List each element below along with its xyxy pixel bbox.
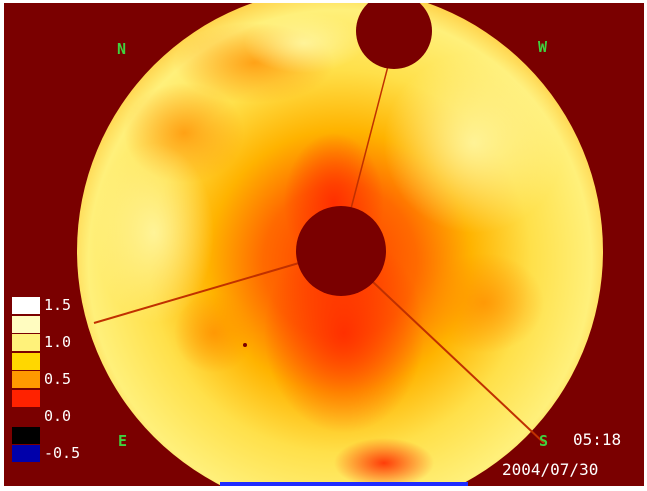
- direction-east: E: [118, 432, 128, 450]
- scale-label: 1.5: [44, 296, 72, 314]
- scale-swatch: [12, 408, 40, 425]
- scale-swatch: [12, 426, 40, 444]
- warm-patch: [334, 438, 434, 486]
- direction-south: S: [539, 432, 549, 450]
- scale-swatch: [12, 315, 40, 333]
- bright-patch: [384, 53, 564, 233]
- scale-swatch: [12, 297, 40, 314]
- dark-spot: [243, 343, 247, 347]
- scale-swatch: [12, 334, 40, 351]
- central-occulter: [296, 206, 386, 296]
- sky-camera-frame: N W E S 1.5 1.0 0.5 0.0 -0.5 05:18 2004/07/3…: [4, 3, 644, 486]
- scale-swatch: [12, 352, 40, 370]
- all-sky-image: [77, 3, 603, 486]
- bright-patch: [94, 143, 214, 323]
- camera-arm: [339, 250, 545, 444]
- scale-label: -0.5: [44, 444, 81, 462]
- scale-swatch: [12, 445, 40, 462]
- sun-occulter: [356, 3, 432, 69]
- date-stamp: 2004/07/30: [502, 460, 599, 479]
- warm-patch: [174, 293, 254, 373]
- scale-swatch: [12, 371, 40, 388]
- bright-patch: [244, 13, 364, 73]
- time-stamp: 05:18: [573, 430, 622, 449]
- scale-swatch: [12, 389, 40, 407]
- scale-label: 0.0: [44, 407, 72, 425]
- direction-west: W: [538, 38, 548, 56]
- scale-label: 0.5: [44, 370, 72, 388]
- warm-patch: [424, 253, 544, 353]
- hot-patch: [264, 233, 424, 433]
- direction-north: N: [117, 40, 127, 58]
- scale-label: 1.0: [44, 333, 72, 351]
- bottom-blue-bar: [220, 482, 468, 486]
